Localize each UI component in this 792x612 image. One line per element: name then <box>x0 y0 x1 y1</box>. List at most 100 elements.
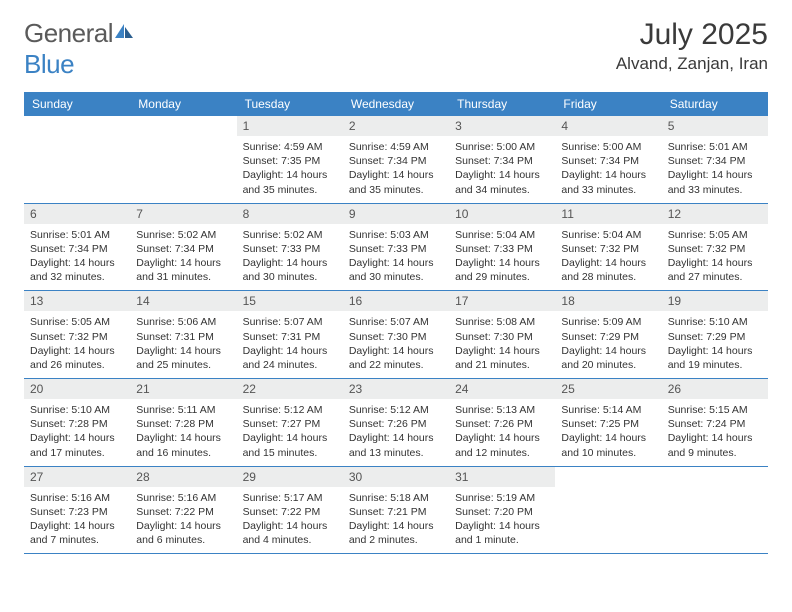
day-number: 1 <box>237 116 343 136</box>
day-info: Sunrise: 5:18 AMSunset: 7:21 PMDaylight:… <box>343 487 449 554</box>
day-number: 17 <box>449 291 555 311</box>
day-info: Sunrise: 5:10 AMSunset: 7:28 PMDaylight:… <box>24 399 130 466</box>
day-number: 5 <box>662 116 768 136</box>
day-number: 20 <box>24 379 130 399</box>
day-number: 23 <box>343 379 449 399</box>
day-number: 9 <box>343 204 449 224</box>
day-number: 26 <box>662 379 768 399</box>
day-cell: 7Sunrise: 5:02 AMSunset: 7:34 PMDaylight… <box>130 203 236 291</box>
day-info: Sunrise: 5:00 AMSunset: 7:34 PMDaylight:… <box>555 136 661 203</box>
day-number: 28 <box>130 467 236 487</box>
day-number: 27 <box>24 467 130 487</box>
day-cell: 12Sunrise: 5:05 AMSunset: 7:32 PMDayligh… <box>662 203 768 291</box>
day-info: Sunrise: 5:04 AMSunset: 7:32 PMDaylight:… <box>555 224 661 291</box>
empty-cell: . <box>555 466 661 554</box>
day-cell: 15Sunrise: 5:07 AMSunset: 7:31 PMDayligh… <box>237 291 343 379</box>
day-number: 21 <box>130 379 236 399</box>
day-number: 7 <box>130 204 236 224</box>
day-cell: 22Sunrise: 5:12 AMSunset: 7:27 PMDayligh… <box>237 379 343 467</box>
day-number: 29 <box>237 467 343 487</box>
empty-cell: . <box>130 116 236 203</box>
day-number: 4 <box>555 116 661 136</box>
day-info: Sunrise: 5:00 AMSunset: 7:34 PMDaylight:… <box>449 136 555 203</box>
day-number: 10 <box>449 204 555 224</box>
day-header: Thursday <box>449 92 555 116</box>
day-info: Sunrise: 5:11 AMSunset: 7:28 PMDaylight:… <box>130 399 236 466</box>
day-info: Sunrise: 5:07 AMSunset: 7:31 PMDaylight:… <box>237 311 343 378</box>
calendar-week-row: 20Sunrise: 5:10 AMSunset: 7:28 PMDayligh… <box>24 379 768 467</box>
day-cell: 5Sunrise: 5:01 AMSunset: 7:34 PMDaylight… <box>662 116 768 203</box>
brand-text: GeneralBlue <box>24 18 135 80</box>
day-cell: 28Sunrise: 5:16 AMSunset: 7:22 PMDayligh… <box>130 466 236 554</box>
day-cell: 19Sunrise: 5:10 AMSunset: 7:29 PMDayligh… <box>662 291 768 379</box>
day-cell: 26Sunrise: 5:15 AMSunset: 7:24 PMDayligh… <box>662 379 768 467</box>
day-cell: 24Sunrise: 5:13 AMSunset: 7:26 PMDayligh… <box>449 379 555 467</box>
day-cell: 16Sunrise: 5:07 AMSunset: 7:30 PMDayligh… <box>343 291 449 379</box>
day-info: Sunrise: 4:59 AMSunset: 7:34 PMDaylight:… <box>343 136 449 203</box>
day-cell: 31Sunrise: 5:19 AMSunset: 7:20 PMDayligh… <box>449 466 555 554</box>
calendar-body: ..1Sunrise: 4:59 AMSunset: 7:35 PMDaylig… <box>24 116 768 554</box>
calendar-week-row: ..1Sunrise: 4:59 AMSunset: 7:35 PMDaylig… <box>24 116 768 203</box>
day-cell: 17Sunrise: 5:08 AMSunset: 7:30 PMDayligh… <box>449 291 555 379</box>
day-info: Sunrise: 5:12 AMSunset: 7:26 PMDaylight:… <box>343 399 449 466</box>
day-info: Sunrise: 5:03 AMSunset: 7:33 PMDaylight:… <box>343 224 449 291</box>
day-number: 12 <box>662 204 768 224</box>
day-info: Sunrise: 5:16 AMSunset: 7:22 PMDaylight:… <box>130 487 236 554</box>
day-cell: 25Sunrise: 5:14 AMSunset: 7:25 PMDayligh… <box>555 379 661 467</box>
day-number: 15 <box>237 291 343 311</box>
day-number: 6 <box>24 204 130 224</box>
location-subtitle: Alvand, Zanjan, Iran <box>616 54 768 74</box>
day-info: Sunrise: 5:17 AMSunset: 7:22 PMDaylight:… <box>237 487 343 554</box>
day-cell: 14Sunrise: 5:06 AMSunset: 7:31 PMDayligh… <box>130 291 236 379</box>
day-info: Sunrise: 5:19 AMSunset: 7:20 PMDaylight:… <box>449 487 555 554</box>
day-number: 16 <box>343 291 449 311</box>
day-number: 19 <box>662 291 768 311</box>
brand-logo: GeneralBlue <box>24 18 135 80</box>
day-cell: 30Sunrise: 5:18 AMSunset: 7:21 PMDayligh… <box>343 466 449 554</box>
day-info: Sunrise: 5:15 AMSunset: 7:24 PMDaylight:… <box>662 399 768 466</box>
day-info: Sunrise: 5:05 AMSunset: 7:32 PMDaylight:… <box>24 311 130 378</box>
day-cell: 6Sunrise: 5:01 AMSunset: 7:34 PMDaylight… <box>24 203 130 291</box>
day-header: Sunday <box>24 92 130 116</box>
day-cell: 29Sunrise: 5:17 AMSunset: 7:22 PMDayligh… <box>237 466 343 554</box>
page-header: GeneralBlue July 2025 Alvand, Zanjan, Ir… <box>24 18 768 80</box>
day-info: Sunrise: 5:04 AMSunset: 7:33 PMDaylight:… <box>449 224 555 291</box>
day-header: Saturday <box>662 92 768 116</box>
day-number: 14 <box>130 291 236 311</box>
brand-word-1: General <box>24 18 113 48</box>
day-number: 22 <box>237 379 343 399</box>
day-header: Tuesday <box>237 92 343 116</box>
day-number: 3 <box>449 116 555 136</box>
day-info: Sunrise: 5:09 AMSunset: 7:29 PMDaylight:… <box>555 311 661 378</box>
day-info: Sunrise: 5:01 AMSunset: 7:34 PMDaylight:… <box>662 136 768 203</box>
day-number: 13 <box>24 291 130 311</box>
day-info: Sunrise: 5:12 AMSunset: 7:27 PMDaylight:… <box>237 399 343 466</box>
day-info: Sunrise: 5:01 AMSunset: 7:34 PMDaylight:… <box>24 224 130 291</box>
day-cell: 4Sunrise: 5:00 AMSunset: 7:34 PMDaylight… <box>555 116 661 203</box>
day-info: Sunrise: 5:16 AMSunset: 7:23 PMDaylight:… <box>24 487 130 554</box>
day-number: 31 <box>449 467 555 487</box>
day-number: 18 <box>555 291 661 311</box>
day-cell: 9Sunrise: 5:03 AMSunset: 7:33 PMDaylight… <box>343 203 449 291</box>
month-year-title: July 2025 <box>616 18 768 52</box>
day-header: Friday <box>555 92 661 116</box>
day-info: Sunrise: 5:14 AMSunset: 7:25 PMDaylight:… <box>555 399 661 466</box>
day-info: Sunrise: 5:07 AMSunset: 7:30 PMDaylight:… <box>343 311 449 378</box>
day-cell: 27Sunrise: 5:16 AMSunset: 7:23 PMDayligh… <box>24 466 130 554</box>
day-cell: 8Sunrise: 5:02 AMSunset: 7:33 PMDaylight… <box>237 203 343 291</box>
day-cell: 20Sunrise: 5:10 AMSunset: 7:28 PMDayligh… <box>24 379 130 467</box>
day-number: 2 <box>343 116 449 136</box>
day-number: 8 <box>237 204 343 224</box>
day-info: Sunrise: 5:02 AMSunset: 7:33 PMDaylight:… <box>237 224 343 291</box>
title-block: July 2025 Alvand, Zanjan, Iran <box>616 18 768 74</box>
day-cell: 21Sunrise: 5:11 AMSunset: 7:28 PMDayligh… <box>130 379 236 467</box>
calendar-table: SundayMondayTuesdayWednesdayThursdayFrid… <box>24 92 768 554</box>
day-header: Monday <box>130 92 236 116</box>
day-info: Sunrise: 5:05 AMSunset: 7:32 PMDaylight:… <box>662 224 768 291</box>
day-info: Sunrise: 5:08 AMSunset: 7:30 PMDaylight:… <box>449 311 555 378</box>
calendar-week-row: 27Sunrise: 5:16 AMSunset: 7:23 PMDayligh… <box>24 466 768 554</box>
day-info: Sunrise: 5:10 AMSunset: 7:29 PMDaylight:… <box>662 311 768 378</box>
empty-cell: . <box>24 116 130 203</box>
day-info: Sunrise: 5:02 AMSunset: 7:34 PMDaylight:… <box>130 224 236 291</box>
empty-cell: . <box>662 466 768 554</box>
